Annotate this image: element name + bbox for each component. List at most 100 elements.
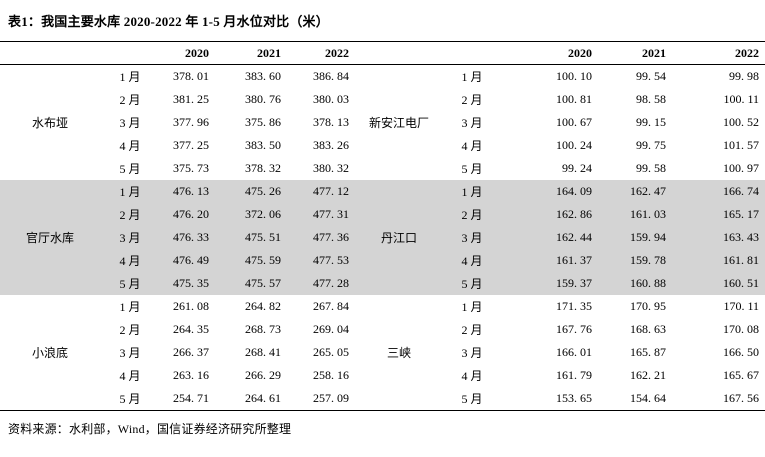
table-row: 小浪底 1 月 261. 08 264. 82 267. 84 三峡 1 月 171. 35 1… xyxy=(0,295,765,360)
reservoir-name-cell: 官厅水库 xyxy=(0,180,100,295)
table-row: 官厅水库 1 月 476. 13 475. 26 477. 12 丹江口 1 月 164. 0… xyxy=(0,180,765,295)
table-row: 2 月 476. 20 372. 06 477. 31 2 月 162. 86 161. 0… xyxy=(0,203,765,226)
month-cell: 2 月 xyxy=(119,323,141,337)
value-cell: 165. 87 xyxy=(630,345,666,359)
value-cell: 378. 13 xyxy=(313,115,349,129)
value-cell: 100. 10 xyxy=(556,69,592,83)
table-row: 5 月 475. 35 475. 57 477. 28 5 月 159. 37 160. 8… xyxy=(0,272,765,295)
reservoir-name-cell: 新安江电厂 xyxy=(368,116,429,130)
value-cell: 170. 08 xyxy=(723,322,759,336)
header-spacer xyxy=(0,41,100,65)
month-cell: 2 月 xyxy=(443,203,501,226)
value-cell: 159. 94 xyxy=(598,226,672,249)
header-spacer xyxy=(355,41,443,65)
value-cell: 475. 26 xyxy=(215,180,287,203)
month-cell: 3 月 xyxy=(100,226,160,249)
value-cell: 99. 75 xyxy=(636,138,666,152)
month-cell: 1 月 xyxy=(461,300,483,314)
value-cell: 475. 57 xyxy=(215,272,287,295)
value-cell: 269. 04 xyxy=(313,322,349,336)
value-cell: 372. 06 xyxy=(215,203,287,226)
value-cell: 383. 26 xyxy=(313,138,349,152)
year-header: 2022 xyxy=(672,41,765,65)
value-cell: 475. 59 xyxy=(215,249,287,272)
value-cell: 99. 98 xyxy=(729,69,759,83)
value-cell: 100. 81 xyxy=(556,92,592,106)
header-spacer xyxy=(443,41,501,65)
month-cell: 4 月 xyxy=(443,249,501,272)
value-cell: 378. 01 xyxy=(173,69,209,83)
reservoir-name-cell: 水布垭 xyxy=(31,116,68,130)
value-cell: 99. 54 xyxy=(636,69,666,83)
month-cell: 4 月 xyxy=(461,369,483,383)
table-row: 2 月 264. 35 268. 73 269. 04 2 月 167. 76 168. 6… xyxy=(0,318,765,341)
year-header: 2020 xyxy=(160,41,215,65)
value-cell: 166. 01 xyxy=(556,345,592,359)
month-cell: 5 月 xyxy=(461,162,483,176)
value-cell: 375. 86 xyxy=(245,115,281,129)
value-cell: 100. 52 xyxy=(723,115,759,129)
month-cell: 3 月 xyxy=(119,346,141,360)
value-cell: 159. 78 xyxy=(598,249,672,272)
month-cell: 1 月 xyxy=(461,70,483,84)
value-cell: 162. 86 xyxy=(501,203,598,226)
value-cell: 254. 71 xyxy=(173,391,209,405)
value-cell: 375. 73 xyxy=(173,161,209,175)
value-cell: 166. 74 xyxy=(672,180,765,203)
value-cell: 167. 56 xyxy=(723,391,759,405)
value-cell: 264. 35 xyxy=(173,322,209,336)
value-cell: 153. 65 xyxy=(556,391,592,405)
value-cell: 100. 67 xyxy=(556,115,592,129)
value-cell: 383. 60 xyxy=(245,69,281,83)
value-cell: 161. 03 xyxy=(598,203,672,226)
month-cell: 5 月 xyxy=(100,272,160,295)
value-cell: 263. 16 xyxy=(173,368,209,382)
value-cell: 161. 79 xyxy=(556,368,592,382)
value-cell: 477. 31 xyxy=(287,203,355,226)
value-cell: 164. 09 xyxy=(501,180,598,203)
value-cell: 161. 81 xyxy=(672,249,765,272)
value-cell: 171. 35 xyxy=(556,299,592,313)
table-row: 4 月 476. 49 475. 59 477. 53 4 月 161. 37 159. 7… xyxy=(0,249,765,272)
value-cell: 386. 84 xyxy=(313,69,349,83)
source-note: 资料来源：水利部，Wind，国信证券经济研究所整理 xyxy=(8,422,292,436)
month-cell: 3 月 xyxy=(461,116,483,130)
value-cell: 475. 51 xyxy=(215,226,287,249)
table-body: 水布垭 1 月 378. 01 383. 60 386. 84 新安江电厂 1 月 100. … xyxy=(0,65,765,411)
value-cell: 162. 47 xyxy=(598,180,672,203)
value-cell: 264. 61 xyxy=(245,391,281,405)
table-row: 5 月 375. 73 378. 32 380. 32 5 月 99. 24 99. 58 1… xyxy=(0,157,765,180)
month-cell: 1 月 xyxy=(100,180,160,203)
value-cell: 268. 41 xyxy=(245,345,281,359)
year-header: 2020 xyxy=(501,41,598,65)
water-level-table: 2020 2021 2022 2020 2021 2022 水布垭 1 月 378.… xyxy=(0,41,765,411)
value-cell: 99. 15 xyxy=(636,115,666,129)
value-cell: 257. 09 xyxy=(313,391,349,405)
value-cell: 477. 53 xyxy=(287,249,355,272)
value-cell: 168. 63 xyxy=(630,322,666,336)
table-row: 3 月 377. 96 375. 86 378. 13 3 月 100. 67 99. 15… xyxy=(0,111,765,134)
value-cell: 476. 20 xyxy=(160,203,215,226)
table-row: 4 月 263. 16 266. 29 258. 16 4 月 161. 79 162. 2… xyxy=(0,364,765,387)
value-cell: 100. 24 xyxy=(556,138,592,152)
value-cell: 476. 33 xyxy=(160,226,215,249)
month-cell: 4 月 xyxy=(461,139,483,153)
value-cell: 258. 16 xyxy=(313,368,349,382)
value-cell: 377. 25 xyxy=(173,138,209,152)
header-spacer xyxy=(100,41,160,65)
month-cell: 3 月 xyxy=(119,116,141,130)
table-row: 5 月 254. 71 264. 61 257. 09 5 月 153. 65 154. 6… xyxy=(0,387,765,411)
value-cell: 159. 37 xyxy=(501,272,598,295)
value-cell: 99. 24 xyxy=(562,161,592,175)
value-cell: 380. 32 xyxy=(313,161,349,175)
value-cell: 167. 76 xyxy=(556,322,592,336)
value-cell: 266. 29 xyxy=(245,368,281,382)
value-cell: 477. 12 xyxy=(287,180,355,203)
value-cell: 477. 28 xyxy=(287,272,355,295)
value-cell: 162. 44 xyxy=(501,226,598,249)
year-header: 2021 xyxy=(215,41,287,65)
table-header-row: 2020 2021 2022 2020 2021 2022 xyxy=(0,41,765,65)
month-cell: 5 月 xyxy=(461,392,483,406)
value-cell: 161. 37 xyxy=(501,249,598,272)
